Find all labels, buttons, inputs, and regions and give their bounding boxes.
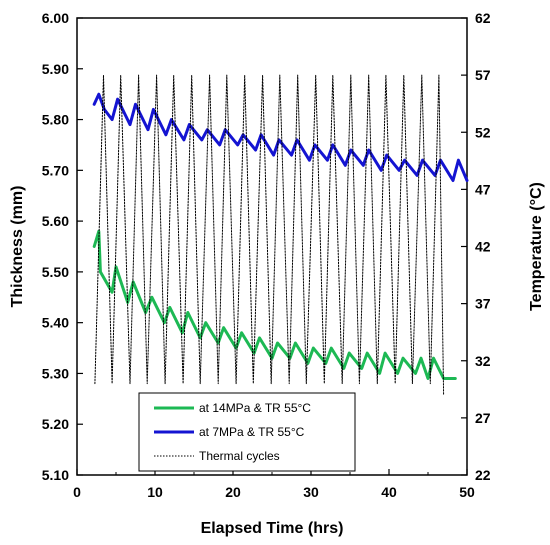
x-tick-label: 50 [459,484,475,500]
y-tick-label: 5.30 [42,365,69,381]
series-line-1 [92,92,469,182]
legend-label-2: Thermal cycles [199,449,280,463]
y2-tick-label: 52 [475,124,491,140]
y-tick-label: 5.10 [42,467,69,483]
x-tick-label: 40 [381,484,397,500]
y-tick-label: 5.70 [42,162,69,178]
y2-tick-label: 47 [475,181,491,197]
y-tick-label: 5.20 [42,416,69,432]
x-tick-label: 10 [147,484,163,500]
y2-tick-label: 32 [475,353,491,369]
y2-tick-label: 22 [475,467,491,483]
y2-tick-label: 37 [475,296,491,312]
x-axis-title: Elapsed Time (hrs) [201,520,344,537]
y2-tick-label: 62 [475,10,491,26]
series-line-2 [94,74,445,396]
y2-tick-label: 27 [475,410,491,426]
y2-tick-label: 42 [475,239,491,255]
legend-label-0: at 14MPa & TR 55°C [199,401,311,415]
y-tick-label: 5.90 [42,61,69,77]
y2-axis-title: Temperature (°C) [528,182,545,311]
legend-label-1: at 7MPa & TR 55°C [199,425,305,439]
y-tick-label: 6.00 [42,10,69,26]
y-axis-title: Thickness (mm) [9,186,26,308]
x-tick-label: 30 [303,484,319,500]
x-tick-label: 20 [225,484,241,500]
y-tick-label: 5.40 [42,315,69,331]
y-tick-label: 5.80 [42,112,69,128]
x-tick-label: 0 [73,484,81,500]
y-tick-label: 5.50 [42,264,69,280]
y2-tick-label: 57 [475,67,491,83]
y-tick-label: 5.60 [42,213,69,229]
